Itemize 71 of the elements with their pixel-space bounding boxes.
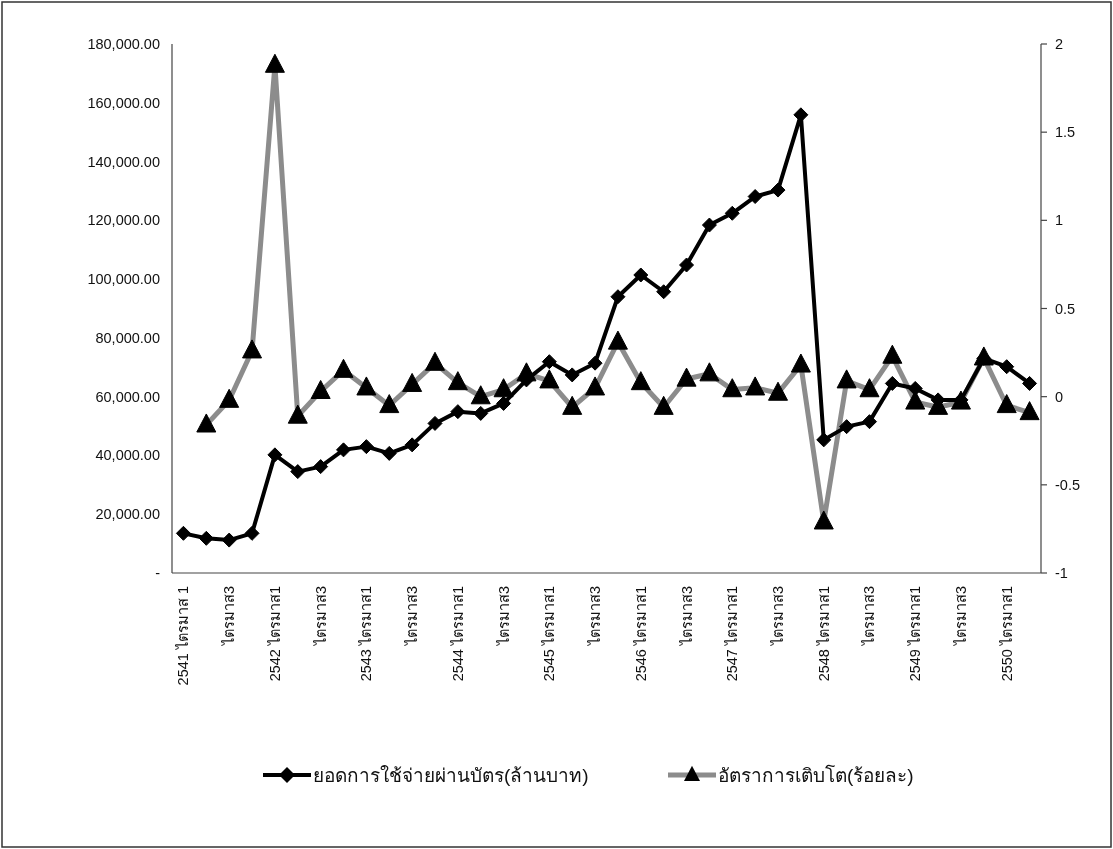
y-tick-label: 40,000.00 [95,447,160,464]
x-tick-label: 2543 ไตรมาส1 [357,586,375,682]
y2-tick-label: 1 [1055,212,1064,229]
y-tick-label: 60,000.00 [95,388,160,405]
x-tick-label: 2541 ไตรมาส 1 [174,586,192,686]
x-tick-label: 2545 ไตรมาส1 [540,586,558,682]
point [244,525,260,541]
y-tick-label: 180,000.00 [87,36,160,52]
legend-label: ยอดการใช้จ่ายผ่านบัตร(ล้านบาท) [313,765,589,786]
point [724,205,740,221]
y2-tick-label: 2 [1055,36,1064,52]
point [633,267,649,283]
x-tick-label: 2550 ไตรมาส1 [997,586,1015,682]
point [679,257,695,273]
legend-label: อัตราการเติบโต(ร้อยละ) [718,764,914,786]
y-tick-label: 140,000.00 [87,153,160,170]
point [267,447,283,463]
x-tick-label: ไตรมาส3 [220,586,238,647]
x-tick-label: ไตรมาส3 [769,586,787,647]
point [999,359,1015,375]
point [198,530,214,546]
point [907,380,923,396]
point [496,395,512,411]
y2-tick-label: -1 [1055,565,1068,581]
x-tick-label: 2548 ไตรมาส1 [814,586,832,682]
point [610,289,626,305]
point [427,415,443,431]
y-tick-label: 20,000.00 [95,506,160,523]
point [313,459,329,475]
point [358,439,374,455]
x-tick-label: ไตรมาส3 [311,586,329,647]
y-tick-label: 80,000.00 [95,329,160,346]
point [541,354,557,370]
y-tick-label: 160,000.00 [87,94,160,111]
y2-tick-label: 1.5 [1055,124,1076,141]
x-tick-label: 2547 ไตรมาส1 [723,586,741,682]
point [404,437,420,453]
point [290,464,306,480]
point [473,405,489,421]
y-tick-label: - [155,565,161,581]
x-tick-label: ไตรมาส3 [860,586,878,647]
y2-tick-label: 0 [1055,388,1064,405]
point [839,419,855,435]
point [1022,375,1038,391]
point [381,445,397,461]
point [175,525,191,541]
point [336,442,352,458]
point [816,432,832,448]
point [701,217,717,233]
y-tick-label: 120,000.00 [87,212,160,229]
x-tick-label: 2542 ไตรมาส1 [265,586,283,682]
x-tick-label: ไตรมาส3 [951,586,969,647]
point [587,355,603,371]
y2-tick-label: 0.5 [1055,300,1076,317]
point [564,367,580,383]
x-tick-label: 2546 ไตรมาส1 [631,586,649,682]
point [221,532,237,548]
x-tick-label: ไตรมาส3 [494,586,512,647]
x-tick-label: ไตรมาส3 [586,586,604,647]
x-tick-label: ไตรมาส3 [403,586,421,647]
x-tick-label: ไตรมาส3 [677,586,695,647]
point [656,284,672,300]
x-tick-label: 2544 ไตรมาส1 [448,586,466,682]
x-tick-label: 2549 ไตรมาส1 [906,586,924,682]
point [747,189,763,205]
point [884,375,900,391]
y2-tick-label: -0.5 [1055,476,1080,493]
point [861,414,877,430]
point [450,404,466,420]
y-tick-label: 100,000.00 [87,271,160,288]
point [770,182,786,198]
